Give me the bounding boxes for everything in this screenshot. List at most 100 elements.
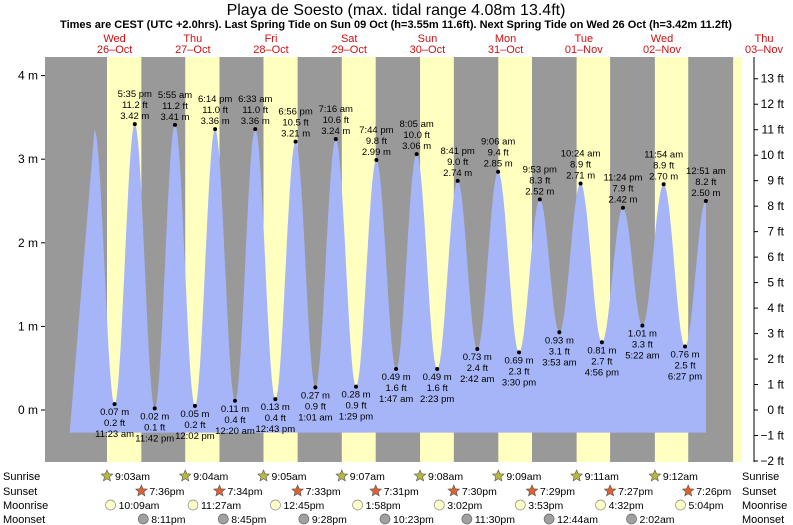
tide-time-label: 9:53 pm [523,164,557,175]
tide-ft-label: 0.4 ft [224,415,245,426]
sun-moon-table: Sunrise Sunrise 9:03am 9:04am 9:05am 9:07am 9:… [3,469,787,525]
moonrise-time: 11:27am [201,500,241,512]
tide-m-label: 0.02 m [140,411,169,422]
sunrise-icon [570,469,584,482]
tide-ft-label: 3.3 ft [632,340,653,351]
tide-time-label: 6:14 pm [198,94,232,105]
tide-point [537,197,542,202]
day-label-date: 26–Oct [97,44,132,56]
y-tick-label-m: 2 m [18,236,38,250]
tide-ft-label: 0.9 ft [305,401,326,412]
tide-point [152,406,157,411]
tide-time-label: 1:29 pm [339,412,373,423]
tide-time-label: 9:06 am [481,137,515,148]
tide-m-label: 0.28 m [342,390,371,401]
y-tick-label-ft: −1 ft [760,428,784,442]
moonrise-time: 3:02pm [447,500,482,512]
chart-subtitle: Times are CEST (UTC +2.0hrs). Last Sprin… [60,19,732,31]
sunset-icon [681,484,695,497]
tide-ft-label: 9.0 ft [447,157,468,168]
tide-m-label: 0.76 m [670,349,699,360]
y-tick-label-ft: 8 ft [767,199,784,213]
moonset-time: 2:02am [640,514,675,525]
chart-title: Playa de Soesto (max. tidal range 4.08m … [227,2,566,19]
tide-point [374,158,379,163]
tide-m-label: 0.81 m [587,345,616,356]
day-label-date: 28–Oct [253,44,288,56]
tide-ft-label: 1.6 ft [427,383,448,394]
tide-ft-label: 8.2 ft [695,177,716,188]
tide-point [172,122,177,127]
tide-m-label: 3.42 m [120,111,149,122]
tide-time-label: 11:54 am [644,149,683,160]
moonrise-time: 1:58pm [366,500,401,512]
sunrise-time: 9:03am [115,471,150,483]
day-label-date: 01–Nov [565,44,603,56]
moonset-icon [543,513,555,525]
day-label-date: 27–Oct [175,44,210,56]
day-label-dow: Mon [495,33,516,45]
tide-m-label: 1.01 m [628,329,657,340]
y-tick-label-ft: 5 ft [767,276,784,290]
tide-time-label: 8:41 pm [441,146,475,157]
y-tick-label-ft: 0 ft [767,403,784,417]
daylight-band [733,57,742,462]
ft-axis-panel [742,57,793,462]
tide-m-label: 3.24 m [321,126,350,137]
tide-time-label: 1:01 am [298,412,332,423]
tide-time-label: 3:30 pm [502,377,536,388]
tide-m-label: 3.06 m [402,141,431,152]
tide-point [557,330,562,335]
tide-point [354,384,359,389]
tide-m-label: 2.42 m [608,195,637,206]
tide-m-label: 0.27 m [301,390,330,401]
sunrise-time: 9:05am [271,471,306,483]
day-label-date: 30–Oct [410,44,445,56]
day-label-dow: Sun [418,33,438,45]
tide-time-label: 11:42 pm [135,433,174,444]
tide-m-label: 0.49 m [382,372,411,383]
moonset-time: 10:23pm [393,514,434,525]
moonrise-icon [514,499,526,511]
tide-m-label: 0.69 m [504,355,533,366]
sunset-icon [291,484,305,497]
moonrise-icon [675,499,686,511]
sunrise-time: 9:09am [506,471,541,483]
tide-point [132,122,137,127]
row-label-left: Sunset [3,486,37,498]
tide-time-label: 4:56 pm [585,367,619,378]
tide-time-label: 6:27 pm [668,371,702,382]
tide-ft-label: 8.3 ft [529,175,550,186]
y-tick-label-ft: 2 ft [767,352,784,366]
tide-time-label: 12:20 am [215,426,255,437]
y-tick-label-ft: −2 ft [760,454,784,468]
y-tick-label-m: 0 m [18,403,38,417]
day-label-dow: Tue [575,33,594,45]
y-tick-label-ft: 10 ft [761,148,785,162]
moonset-time: 11:30pm [475,514,515,525]
day-label-date: 03–Nov [745,44,783,56]
axes: Wed26–OctThu27–OctFri28–OctSat29–OctSun3… [18,33,785,468]
tide-ft-label: 8.9 ft [570,159,591,170]
day-label-dow: Thu [755,33,774,45]
tide-point [313,385,318,390]
tide-ft-label: 3.1 ft [549,346,570,357]
moonrise-icon [270,499,281,511]
tide-point [333,137,338,142]
tide-m-label: 2.71 m [566,170,595,181]
y-tick-label-m: 3 m [18,152,38,166]
tide-ft-label: 2.4 ft [467,363,488,374]
y-tick-label-ft: 7 ft [767,225,784,239]
tide-time-label: 2:42 am [460,374,494,385]
tide-point [496,169,501,174]
tide-point [578,181,583,186]
y-tick-label-ft: 1 ft [767,378,784,392]
tide-time-label: 7:44 pm [359,125,393,136]
tide-ft-label: 2.3 ft [508,366,529,377]
moonrise-time: 4:32pm [609,500,644,512]
sunset-time: 7:34pm [227,486,262,498]
y-tick-label-ft: 6 ft [767,250,784,264]
sunset-time: 7:33pm [306,486,341,498]
tide-ft-label: 2.7 ft [591,356,612,367]
